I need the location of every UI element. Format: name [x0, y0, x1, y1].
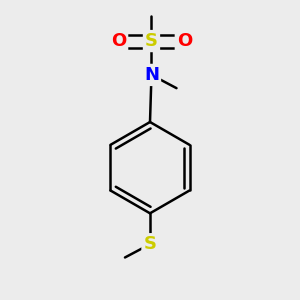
Text: S: S [143, 235, 157, 253]
Text: N: N [144, 66, 159, 84]
Text: O: O [177, 32, 192, 50]
Text: O: O [111, 32, 126, 50]
Text: S: S [145, 32, 158, 50]
